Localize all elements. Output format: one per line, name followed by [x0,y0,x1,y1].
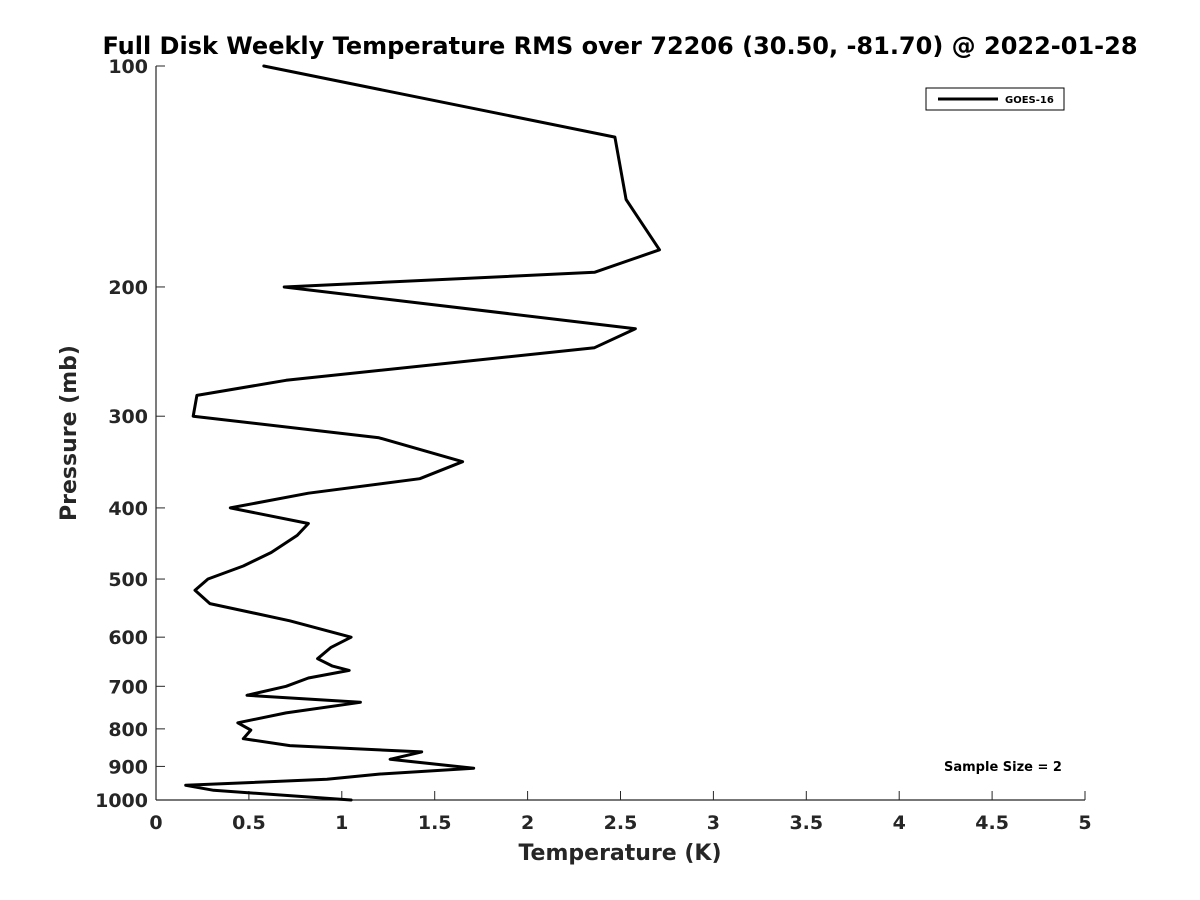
x-tick-label: 3 [707,812,720,834]
series-layer [184,64,661,802]
series-line-goes-16 [184,64,661,802]
x-tick-label: 4.5 [975,812,1009,834]
y-tick-label: 200 [108,277,148,299]
y-tick-label: 400 [108,498,148,520]
y-tick-label: 900 [108,756,148,778]
y-tick-label: 600 [108,627,148,649]
y-tick-label: 500 [108,569,148,591]
x-tick-label: 0.5 [232,812,266,834]
y-tick-label: 800 [108,719,148,741]
x-tick-label: 3.5 [789,812,823,834]
x-tick-label: 4 [893,812,906,834]
y-axis-label: Pressure (mb) [57,345,82,521]
y-tick-label: 1000 [95,790,148,812]
y-tick-label: 100 [108,56,148,78]
legend-label-goes-16: GOES-16 [1005,95,1054,106]
chart-title: Full Disk Weekly Temperature RMS over 72… [102,32,1137,60]
sample-size-annotation: Sample Size = 2 [944,760,1062,775]
x-axis-ticks: 0 0.5 1 1.5 2 2.5 3 3.5 4 4.5 5 [149,791,1092,834]
x-tick-label: 1 [335,812,348,834]
y-tick-label: 700 [108,676,148,698]
legend: GOES-16 [925,87,1065,111]
x-tick-label: 5 [1078,812,1091,834]
x-tick-label: 2 [521,812,534,834]
x-tick-label: 1.5 [418,812,452,834]
x-tick-label: 0 [149,812,162,834]
x-tick-label: 2.5 [604,812,638,834]
y-axis-ticks: 100 200 300 400 500 600 700 800 900 1000 [95,56,165,812]
x-axis-label: Temperature (K) [518,841,721,866]
y-tick-label: 300 [108,406,148,428]
